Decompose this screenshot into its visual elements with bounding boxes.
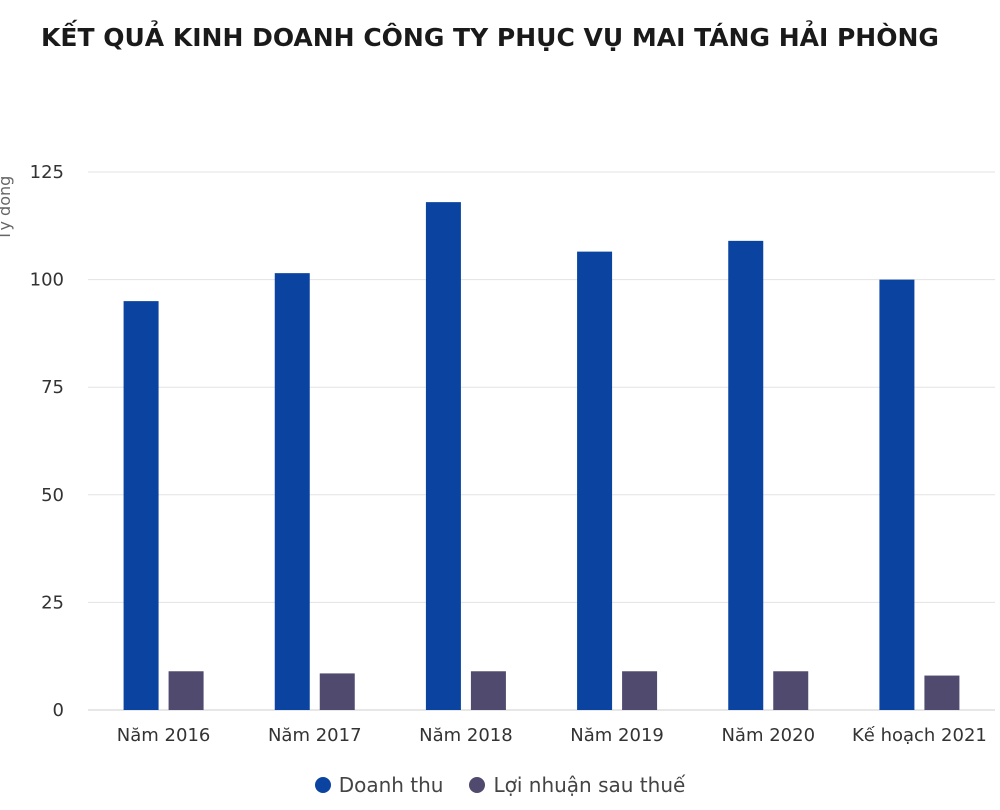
x-tick-label: Năm 2018 — [419, 725, 513, 746]
bar-revenue — [577, 251, 613, 710]
legend-item-profit[interactable]: Lợi nhuận sau thuế — [469, 773, 685, 797]
bar-profit — [319, 673, 355, 710]
y-axis-title: Tỷ đồng — [0, 176, 14, 242]
bar-profit — [470, 671, 506, 710]
bar-profit — [168, 671, 204, 710]
y-tick-label: 125 — [30, 162, 64, 183]
bar-revenue — [123, 301, 159, 710]
legend-marker-profit — [469, 777, 486, 793]
x-tick-label: Năm 2019 — [570, 725, 664, 746]
chart-legend: Doanh thu Lợi nhuận sau thuế — [0, 773, 1000, 797]
legend-item-revenue[interactable]: Doanh thu — [314, 773, 444, 797]
y-tick-label: 100 — [30, 270, 64, 291]
bar-revenue — [879, 279, 915, 710]
bar-revenue — [274, 273, 310, 710]
y-tick-label: 50 — [41, 485, 64, 506]
bar-revenue — [425, 202, 461, 711]
x-tick-label: Kế hoạch 2021 — [852, 725, 987, 746]
y-tick-label: 75 — [41, 377, 64, 398]
chart-title: KẾT QUẢ KINH DOANH CÔNG TY PHỤC VỤ MAI T… — [41, 23, 939, 52]
legend-label-revenue: Doanh thu — [338, 773, 444, 797]
bar-profit — [924, 675, 960, 710]
y-tick-label: 25 — [41, 592, 64, 613]
bar-revenue — [728, 240, 764, 710]
y-tick-label: 0 — [53, 700, 64, 721]
x-tick-label: Năm 2020 — [721, 725, 815, 746]
legend-label-profit: Lợi nhuận sau thuế — [493, 773, 686, 797]
bar-profit — [622, 671, 658, 710]
x-tick-label: Năm 2017 — [268, 725, 362, 746]
legend-marker-revenue — [314, 777, 331, 793]
x-tick-label: Năm 2016 — [117, 725, 211, 746]
bar-profit — [773, 671, 809, 710]
